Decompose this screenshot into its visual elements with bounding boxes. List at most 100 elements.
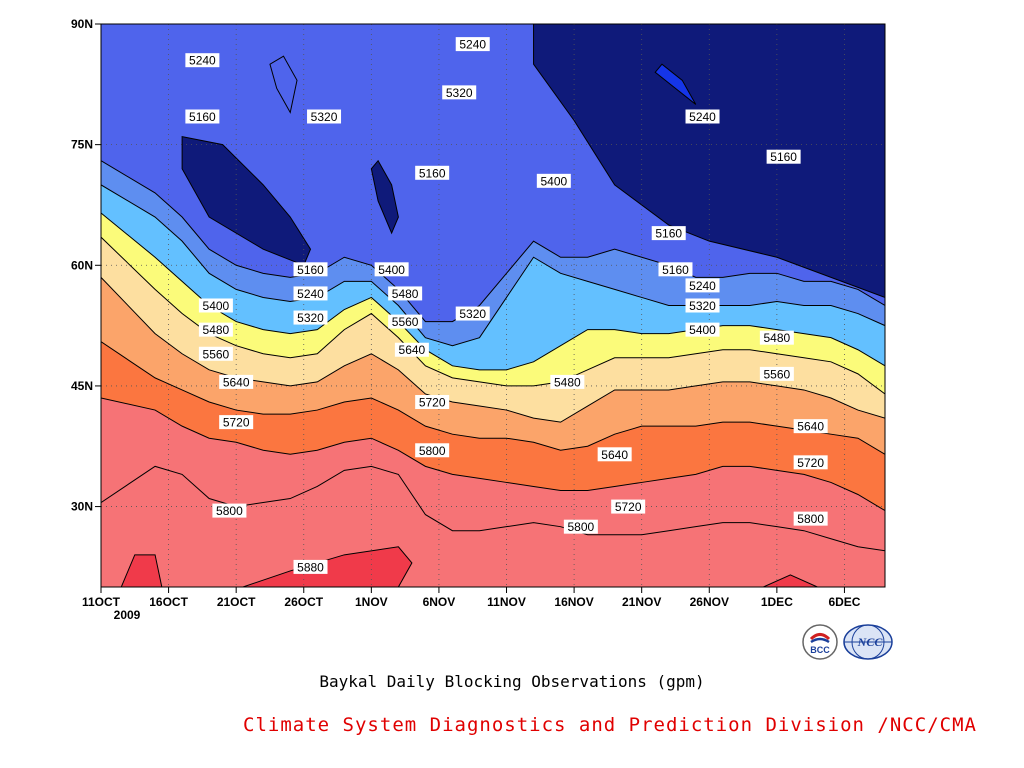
- pool-5160-0: [182, 136, 311, 266]
- pool-line-5160-2: [533, 24, 885, 298]
- contour-label-bg: [219, 415, 254, 430]
- contour-label-bg: [759, 330, 794, 345]
- contour-label-bg: [293, 310, 328, 325]
- contour-label-bg: [793, 419, 828, 434]
- pool-line-5320-3: [269, 55, 298, 114]
- contour-line-5720: [101, 341, 885, 455]
- contour-label-bg: [388, 286, 423, 301]
- bcc-logo: BCC: [802, 624, 838, 660]
- contour-label-bg: [442, 85, 477, 100]
- contour-label: 5400: [378, 263, 405, 277]
- contour-label-bg: [685, 322, 720, 337]
- contour-label-bg: [198, 322, 233, 337]
- y-tick-label: 75N: [71, 138, 93, 152]
- contour-label-bg: [563, 519, 598, 534]
- pool-5160-1: [371, 160, 399, 234]
- contour-line-5320: [101, 160, 885, 323]
- contour-label-bg: [212, 503, 247, 518]
- x-tick-label: 11NOV: [487, 595, 526, 609]
- contour-label: 5320: [459, 307, 486, 321]
- contour-label-bg: [394, 342, 429, 357]
- x-tick-label: 21OCT: [217, 595, 256, 609]
- pool-5320-3: [269, 56, 297, 113]
- plot-frame: [100, 23, 886, 588]
- contour-label: 5480: [392, 287, 419, 301]
- contour-label-bg: [793, 511, 828, 526]
- contour-label-bg: [658, 262, 693, 277]
- band-above-5160: [96, 16, 890, 19]
- pool-5240-4: [655, 64, 696, 105]
- contour-label: 5160: [770, 150, 797, 164]
- ncc-logo: NCC: [843, 624, 893, 660]
- x-tick-label: 6DEC: [828, 595, 860, 609]
- contour-line-5400: [101, 184, 885, 347]
- chart-caption: Baykal Daily Blocking Observations (gpm): [319, 672, 705, 691]
- contour-label: 5640: [223, 375, 250, 389]
- contour-label: 5640: [797, 420, 824, 434]
- contour-label-bg: [293, 559, 328, 574]
- contour-label: 5480: [554, 375, 581, 389]
- pool-line-5160-0: [181, 135, 312, 266]
- contour-label: 5160: [297, 263, 324, 277]
- bcc-logo-text: BCC: [810, 645, 830, 655]
- contour-label-bg: [550, 374, 585, 389]
- contour-label: 5240: [189, 54, 216, 68]
- contour-label: 5160: [662, 263, 689, 277]
- pool-line-5880-5: [120, 554, 163, 587]
- y-tick-label: 45N: [71, 379, 93, 393]
- contour-label-bg: [388, 314, 423, 329]
- contour-line-5480: [101, 212, 885, 371]
- contour-label: 5240: [689, 110, 716, 124]
- x-tick-label: 1DEC: [761, 595, 793, 609]
- contour-label: 5480: [764, 331, 791, 345]
- x-tick-label: 6NOV: [423, 595, 456, 609]
- contour-label-bg: [685, 109, 720, 124]
- contour-label-bg: [307, 109, 342, 124]
- contour-label-bg: [415, 165, 450, 180]
- contour-label: 5400: [689, 323, 716, 337]
- contour-label: 5160: [419, 166, 446, 180]
- contour-label-bg: [536, 173, 571, 188]
- contour-line-5640: [101, 277, 885, 423]
- x-tick-label: 26OCT: [284, 595, 323, 609]
- y-axis: 90N 75N 60N 45N 30N: [71, 17, 101, 514]
- contour-label: 5640: [601, 448, 628, 462]
- contour-label-bg: [455, 306, 490, 321]
- contour-line-5560: [101, 236, 885, 395]
- pool-line-5880-7: [763, 574, 818, 587]
- y-tick-label: 90N: [71, 17, 93, 31]
- contour-label: 5400: [203, 299, 230, 313]
- contour-label-bg: [611, 499, 646, 514]
- pool-5880-5: [121, 554, 162, 587]
- contour-label-bg: [455, 37, 490, 52]
- x-tick-label: 1NOV: [355, 595, 388, 609]
- contour-label: 5880: [297, 560, 324, 574]
- y-tick-label: 30N: [71, 500, 93, 514]
- contour-label-bg: [651, 226, 686, 241]
- contour-label: 5800: [568, 520, 595, 534]
- contour-label-bg: [766, 149, 801, 164]
- contour-label: 5240: [689, 279, 716, 293]
- contour-label: 5720: [615, 500, 642, 514]
- contour-label: 5800: [797, 512, 824, 526]
- contour-label: 5480: [203, 323, 230, 337]
- contour-label-bg: [198, 298, 233, 313]
- contour-label-bg: [219, 374, 254, 389]
- contour-label-bg: [374, 262, 409, 277]
- contour-label: 5720: [419, 396, 446, 410]
- contour-label-bg: [759, 366, 794, 381]
- pool-line-5160-1: [370, 159, 399, 235]
- contour-label: 5800: [216, 504, 243, 518]
- contour-label-bg: [185, 109, 220, 124]
- ncc-logo-text: NCC: [857, 635, 884, 649]
- contour-line-5800: [101, 397, 885, 512]
- logos: BCC NCC: [800, 622, 896, 662]
- x-tick-label: 21NOV: [622, 595, 661, 609]
- contour-line-5880: [101, 465, 885, 552]
- x-axis-year-label: 2009: [114, 608, 141, 622]
- contour-label: 5320: [311, 110, 338, 124]
- contour-label: 5400: [540, 174, 567, 188]
- contour-label: 5160: [189, 110, 216, 124]
- contour-label: 5320: [689, 299, 716, 313]
